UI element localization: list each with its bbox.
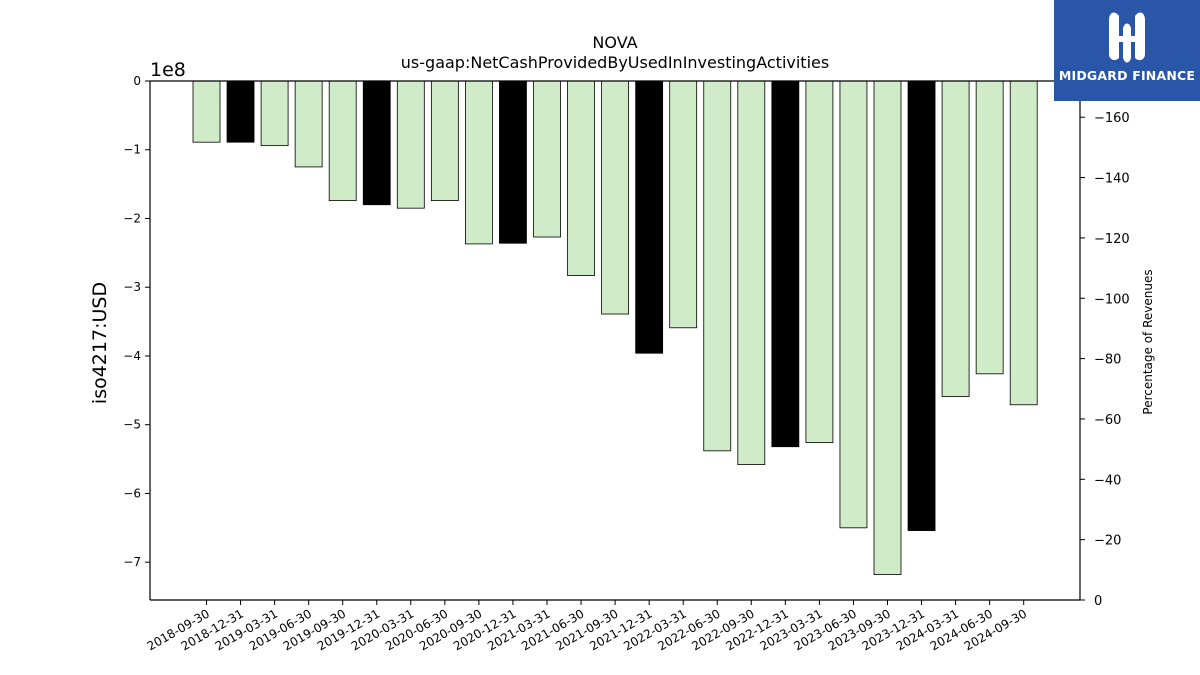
bar-2020-09-30	[464, 80, 493, 245]
bar-2024-06-30	[975, 80, 1004, 375]
company-logo: MIDGARD FINANCE	[1054, 0, 1200, 101]
y-tick-label: −4	[123, 349, 141, 363]
chart-title: NOVA	[592, 33, 637, 52]
right-tick-label: −20	[1094, 534, 1121, 549]
right-tick-label: −40	[1094, 473, 1121, 488]
right-tick-label: −80	[1094, 353, 1121, 368]
bar-2020-03-31	[396, 80, 425, 209]
bar-2018-12-31	[226, 80, 255, 143]
bar-2022-12-31	[771, 80, 800, 448]
bar-2024-09-30	[1009, 80, 1038, 406]
y-offset-label: 1e8	[150, 59, 186, 81]
bar-2018-09-30	[192, 80, 221, 143]
bar-2019-12-31	[362, 80, 391, 206]
bar-2019-03-31	[260, 80, 289, 147]
right-axis-label: Percentage of Revenues	[1141, 269, 1155, 414]
bar-2023-09-30	[873, 80, 902, 575]
y-tick-label: −3	[123, 280, 141, 294]
right-tick-label: −100	[1094, 292, 1130, 307]
bar-2024-03-31	[941, 80, 970, 397]
bar-2022-06-30	[703, 80, 732, 452]
y-tick-label: −1	[123, 143, 141, 157]
y-axis-label: iso4217:USD	[89, 282, 111, 404]
right-tick-label: 0	[1094, 594, 1102, 609]
bars-group	[192, 80, 1038, 575]
y-tick-label: −7	[123, 555, 141, 569]
logo-text: MIDGARD FINANCE	[1058, 68, 1196, 83]
bar-2022-09-30	[737, 80, 766, 465]
bar-2021-06-30	[567, 80, 595, 276]
bar-2023-06-30	[839, 80, 868, 529]
y-tick-label: −5	[123, 418, 141, 432]
right-tick-label: −160	[1094, 111, 1130, 126]
bar-2021-12-31	[635, 80, 664, 354]
bar-2023-03-31	[805, 80, 834, 443]
bar-2020-06-30	[430, 80, 459, 202]
right-tick-label: −60	[1094, 413, 1121, 428]
right-tick-label: −120	[1094, 232, 1130, 247]
bar-2020-12-31	[499, 80, 527, 244]
y-tick-label: −6	[123, 486, 141, 500]
bar-2022-03-31	[669, 80, 698, 329]
chart-subtitle: us-gaap:NetCashProvidedByUsedInInvesting…	[401, 53, 829, 72]
bar-2021-03-31	[533, 80, 561, 238]
y-tick-label: 0	[133, 74, 141, 88]
logo-mark-icon	[1109, 12, 1145, 63]
bar-2023-12-31	[907, 80, 936, 531]
bar-2021-09-30	[601, 80, 629, 315]
right-tick-label: −140	[1094, 172, 1130, 187]
y-tick-label: −2	[123, 211, 141, 225]
bar-2019-09-30	[328, 80, 357, 202]
bar-2019-06-30	[294, 80, 323, 168]
